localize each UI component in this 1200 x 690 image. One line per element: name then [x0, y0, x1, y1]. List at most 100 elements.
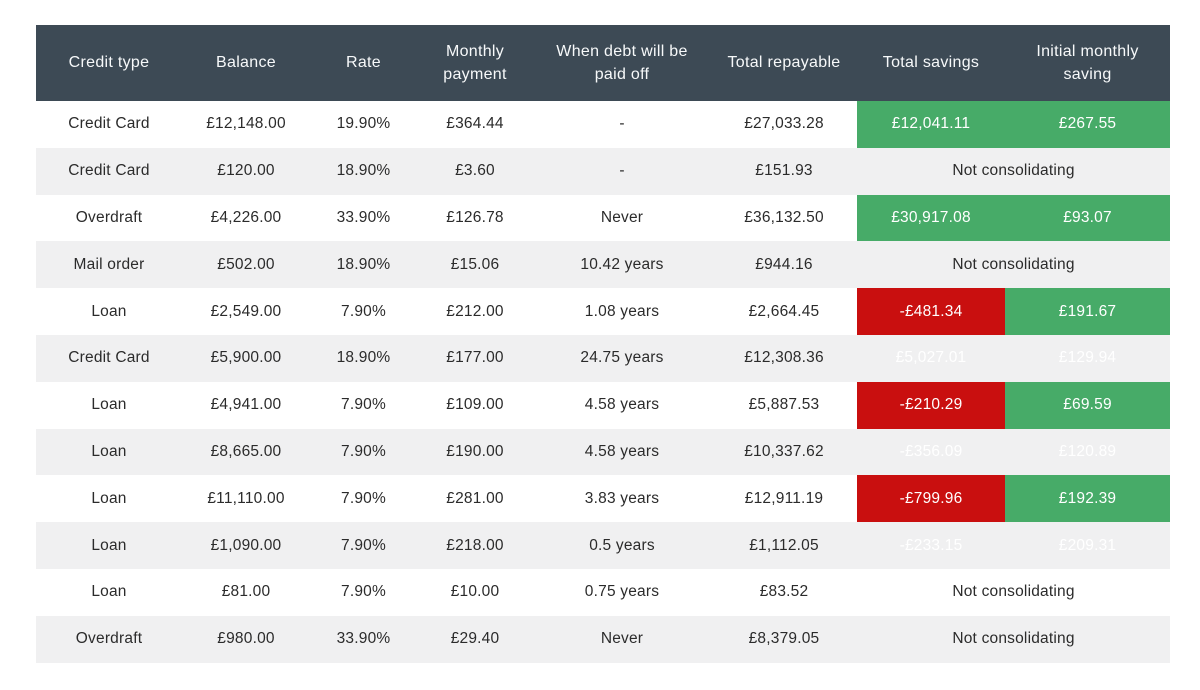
- column-header-total-savings: Total savings: [857, 25, 1005, 101]
- cell-monthly-payment: £218.00: [417, 522, 533, 569]
- cell-balance: £2,549.00: [182, 288, 310, 335]
- cell-rate: 19.90%: [310, 101, 417, 148]
- cell-balance: £81.00: [182, 568, 310, 616]
- cell-credit-type: Loan: [36, 522, 182, 569]
- table-header: Credit type Balance Rate Monthly payment…: [36, 25, 1170, 101]
- cell-monthly-payment: £281.00: [417, 475, 533, 523]
- table-row: Mail order £502.00 18.90% £15.06 10.42 years…: [36, 241, 1170, 289]
- table-row: Loan £8,665.00 7.90% £190.00 4.58 years £10,3…: [36, 428, 1170, 476]
- cell-total-savings: -£233.15: [857, 522, 1005, 569]
- table-row: Credit Card £12,148.00 19.90% £364.44- £27,0…: [36, 101, 1170, 148]
- cell-credit-type: Credit Card: [36, 101, 182, 148]
- cell-paid-off: 4.58 years: [533, 428, 711, 476]
- cell-initial-monthly-saving: £267.55: [1005, 101, 1170, 148]
- cell-rate: 18.90%: [310, 147, 417, 195]
- cell-paid-off: 24.75 years: [533, 334, 711, 382]
- debt-consolidation-table: Credit type Balance Rate Monthly payment…: [36, 25, 1170, 663]
- cell-initial-monthly-saving: £69.59: [1005, 381, 1170, 429]
- column-header-paid-off: When debt will be paid off: [533, 25, 711, 101]
- cell-monthly-payment: £364.44: [417, 101, 533, 148]
- cell-total-savings: -£356.09: [857, 428, 1005, 476]
- table-row: Loan £2,549.00 7.90% £212.00 1.08 years £2,66…: [36, 288, 1170, 335]
- cell-total-repayable: £2,664.45: [711, 288, 857, 335]
- cell-balance: £8,665.00: [182, 428, 310, 476]
- table-row: Credit Card £120.00 18.90% £3.60- £151.93 Not…: [36, 147, 1170, 195]
- cell-credit-type: Loan: [36, 381, 182, 429]
- cell-paid-off: 3.83 years: [533, 475, 711, 523]
- cell-rate: 33.90%: [310, 194, 417, 242]
- cell-rate: 18.90%: [310, 241, 417, 289]
- cell-paid-off: Never: [533, 615, 711, 663]
- table-row: Loan £4,941.00 7.90% £109.00 4.58 years £5,88…: [36, 381, 1170, 429]
- cell-paid-off: -: [533, 147, 711, 195]
- column-header-monthly-payment: Monthly payment: [417, 25, 533, 101]
- cell-credit-type: Credit Card: [36, 147, 182, 195]
- cell-total-repayable: £1,112.05: [711, 522, 857, 569]
- table-row: Loan £1,090.00 7.90% £218.00 0.5 years £1,112…: [36, 522, 1170, 569]
- cell-balance: £120.00: [182, 147, 310, 195]
- column-header-credit-type: Credit type: [36, 25, 182, 101]
- column-header-rate: Rate: [310, 25, 417, 101]
- cell-paid-off: 10.42 years: [533, 241, 711, 289]
- cell-rate: 7.90%: [310, 522, 417, 569]
- cell-total-repayable: £944.16: [711, 241, 857, 289]
- cell-credit-type: Overdraft: [36, 194, 182, 242]
- cell-total-savings: -£210.29: [857, 381, 1005, 429]
- table-row: Loan £81.00 7.90% £10.00 0.75 years £83.52 Not…: [36, 568, 1170, 616]
- cell-paid-off: Never: [533, 194, 711, 242]
- cell-credit-type: Mail order: [36, 241, 182, 289]
- cell-rate: 7.90%: [310, 475, 417, 523]
- table-row: Loan £11,110.00 7.90% £281.00 3.83 years £12,…: [36, 475, 1170, 523]
- cell-monthly-payment: £10.00: [417, 568, 533, 616]
- cell-balance: £12,148.00: [182, 101, 310, 148]
- cell-monthly-payment: £3.60: [417, 147, 533, 195]
- cell-monthly-payment: £29.40: [417, 615, 533, 663]
- cell-balance: £502.00: [182, 241, 310, 289]
- cell-total-savings: £5,027.01: [857, 334, 1005, 382]
- cell-credit-type: Credit Card: [36, 334, 182, 382]
- column-header-balance: Balance: [182, 25, 310, 101]
- cell-rate: 7.90%: [310, 428, 417, 476]
- cell-balance: £5,900.00: [182, 334, 310, 382]
- column-header-total-repayable: Total repayable: [711, 25, 857, 101]
- cell-balance: £11,110.00: [182, 475, 310, 523]
- cell-total-repayable: £151.93: [711, 147, 857, 195]
- cell-not-consolidating: Not consolidating: [857, 147, 1170, 195]
- table-row: Overdraft £980.00 33.90% £29.40 Never £8,379.…: [36, 615, 1170, 663]
- cell-total-repayable: £10,337.62: [711, 428, 857, 476]
- cell-total-repayable: £36,132.50: [711, 194, 857, 242]
- cell-paid-off: -: [533, 101, 711, 148]
- cell-monthly-payment: £177.00: [417, 334, 533, 382]
- debt-consolidation-table-container: Credit type Balance Rate Monthly payment…: [36, 25, 1170, 663]
- cell-rate: 18.90%: [310, 334, 417, 382]
- cell-total-repayable: £5,887.53: [711, 381, 857, 429]
- cell-paid-off: 0.5 years: [533, 522, 711, 569]
- cell-initial-monthly-saving: £192.39: [1005, 475, 1170, 523]
- cell-initial-monthly-saving: £209.31: [1005, 522, 1170, 569]
- cell-rate: 33.90%: [310, 615, 417, 663]
- cell-monthly-payment: £190.00: [417, 428, 533, 476]
- cell-balance: £980.00: [182, 615, 310, 663]
- cell-initial-monthly-saving: £129.94: [1005, 334, 1170, 382]
- cell-paid-off: 4.58 years: [533, 381, 711, 429]
- table-body: Credit Card £12,148.00 19.90% £364.44- £27,0…: [36, 101, 1170, 663]
- cell-not-consolidating: Not consolidating: [857, 241, 1170, 289]
- column-header-initial-monthly-saving: Initial monthly saving: [1005, 25, 1170, 101]
- cell-not-consolidating: Not consolidating: [857, 568, 1170, 616]
- cell-not-consolidating: Not consolidating: [857, 615, 1170, 663]
- cell-total-repayable: £8,379.05: [711, 615, 857, 663]
- cell-initial-monthly-saving: £120.89: [1005, 428, 1170, 476]
- cell-paid-off: 0.75 years: [533, 568, 711, 616]
- cell-total-repayable: £12,308.36: [711, 334, 857, 382]
- cell-monthly-payment: £212.00: [417, 288, 533, 335]
- cell-total-savings: £30,917.08: [857, 194, 1005, 242]
- cell-total-repayable: £12,911.19: [711, 475, 857, 523]
- cell-credit-type: Loan: [36, 428, 182, 476]
- cell-monthly-payment: £15.06: [417, 241, 533, 289]
- cell-credit-type: Loan: [36, 475, 182, 523]
- cell-monthly-payment: £126.78: [417, 194, 533, 242]
- cell-total-savings: -£481.34: [857, 288, 1005, 335]
- cell-balance: £4,226.00: [182, 194, 310, 242]
- cell-total-repayable: £27,033.28: [711, 101, 857, 148]
- cell-credit-type: Loan: [36, 568, 182, 616]
